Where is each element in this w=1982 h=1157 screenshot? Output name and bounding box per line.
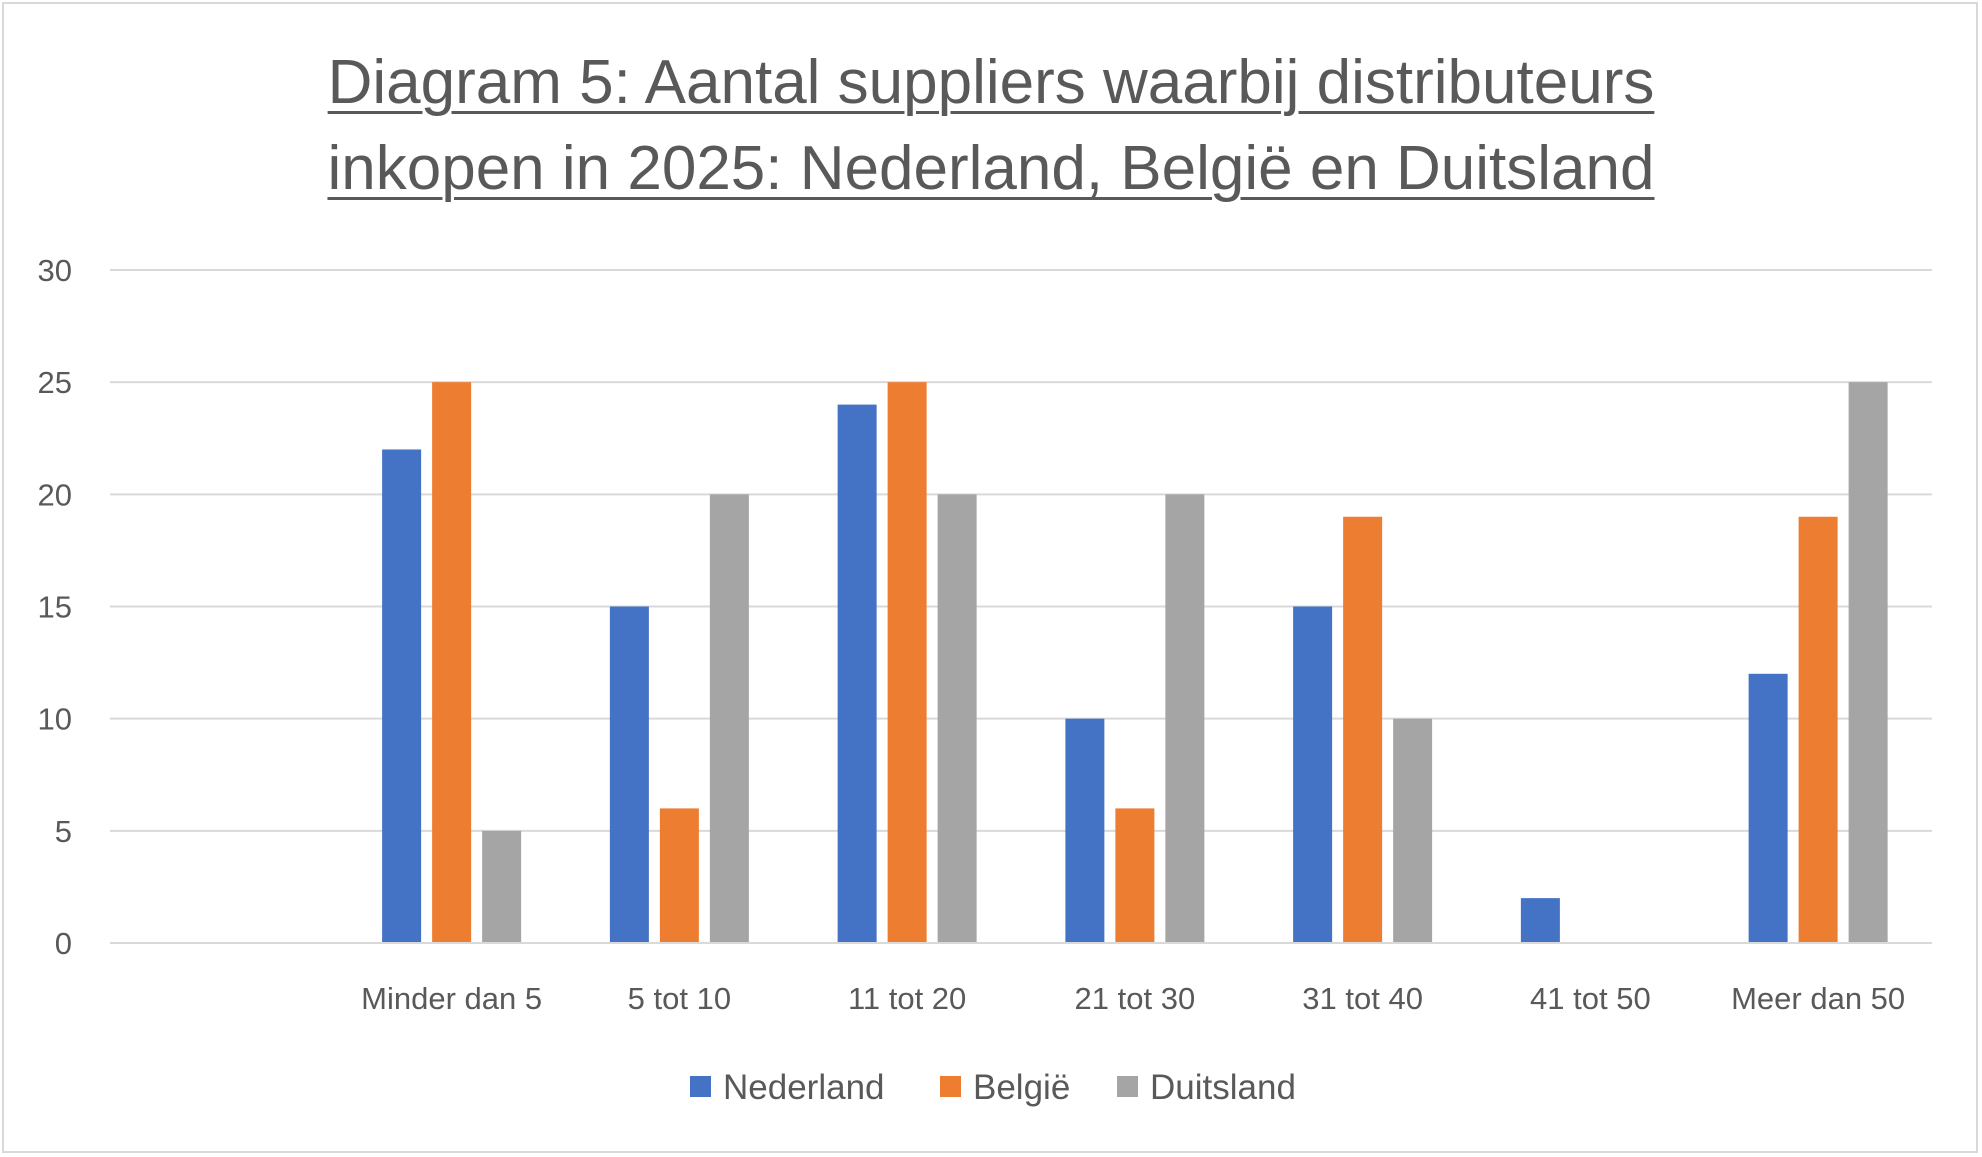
x-tick-label: 5 tot 10 [628,981,731,1016]
y-tick-label: 15 [38,590,72,625]
bar-duitsland-4 [1165,494,1205,943]
bar-belgië-5 [1343,516,1383,943]
bar-nederland-1 [382,449,422,943]
bar-belgië-2 [659,808,699,943]
x-axis-ticks: Minder dan 5 5 tot 10 11 tot 20 21 tot 30 31… [361,981,1905,1016]
chart-title: Diagram 5: Aantal suppliers waarbij dist… [0,40,1982,212]
x-tick-label: Meer dan 50 [1731,981,1905,1016]
y-tick-label: 5 [55,814,72,849]
y-tick-label: 20 [38,477,72,512]
bar-nederland-2 [609,606,649,943]
bar-duitsland-1 [482,830,522,943]
x-tick-label: 41 tot 50 [1530,981,1651,1016]
bar-nederland-5 [1293,606,1333,943]
bar-belgië-1 [432,382,472,944]
legend-label-nederland: Nederland [723,1068,885,1107]
bar-duitsland-7 [1848,382,1888,944]
bar-nederland-7 [1748,673,1788,943]
chart-title-line-1: Diagram 5: Aantal suppliers waarbij dist… [327,48,1655,117]
bar-nederland-4 [1065,718,1105,943]
bar-duitsland-5 [1393,718,1433,943]
bars [110,382,1932,944]
bar-belgië-7 [1798,516,1838,943]
legend-swatch-nederland [690,1076,711,1097]
y-tick-label: 30 [38,253,72,288]
bar-belgië-3 [887,382,927,944]
legend: Nederland België Duitsland [690,1068,1296,1107]
x-tick-label: Minder dan 5 [361,981,542,1016]
legend-swatch-belgië [940,1076,961,1097]
y-tick-label: 0 [55,926,72,961]
bar-nederland-6 [1520,898,1560,943]
bar-nederland-3 [837,404,877,944]
y-tick-label: 25 [38,365,72,400]
y-axis-ticks: 0 5 10 15 20 25 30 [38,253,72,961]
legend-swatch-duitsland [1117,1076,1138,1097]
x-tick-label: 21 tot 30 [1075,981,1196,1016]
bar-duitsland-2 [709,494,749,943]
bar-belgië-4 [1115,808,1155,943]
bar-duitsland-3 [937,494,977,943]
legend-label-duitsland: Duitsland [1150,1068,1296,1107]
legend-label-belgië: België [973,1068,1070,1107]
y-tick-label: 10 [38,702,72,737]
x-tick-label: 11 tot 20 [848,981,966,1016]
chart-title-line-2: inkopen in 2025: Nederland, België en Du… [327,134,1655,203]
x-tick-label: 31 tot 40 [1302,981,1423,1016]
